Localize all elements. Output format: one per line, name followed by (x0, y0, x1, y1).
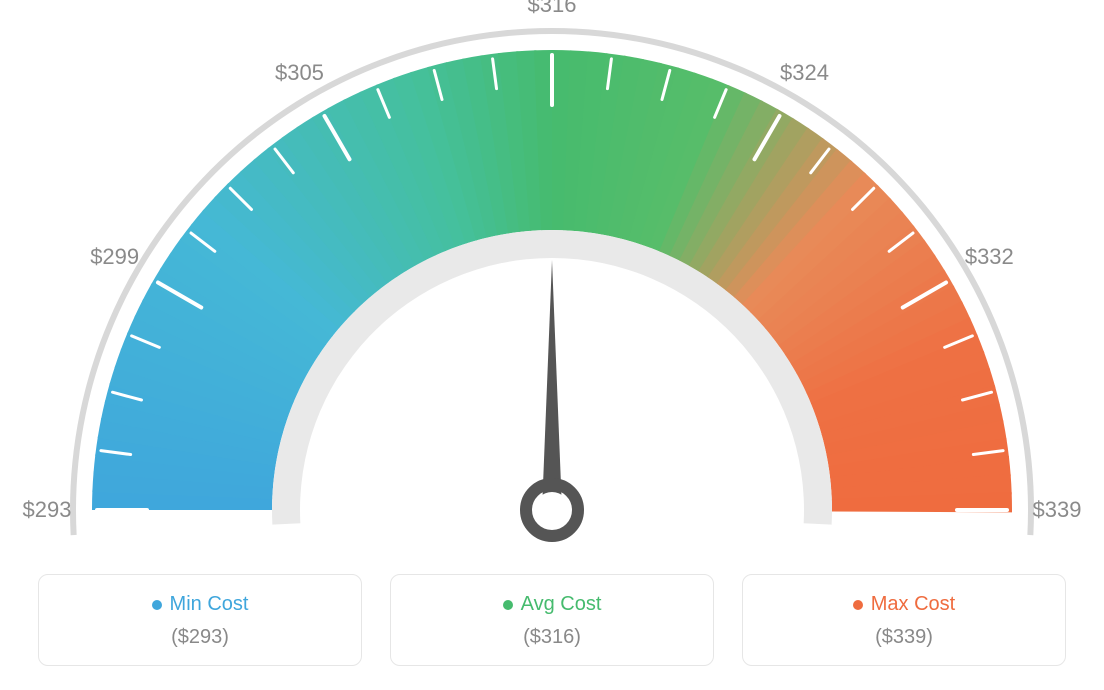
legend-label-min: Min Cost (152, 593, 249, 616)
legend-value-min: ($293) (49, 626, 351, 649)
legend-label-avg: Avg Cost (503, 593, 602, 616)
legend-card-max: Max Cost ($339) (742, 574, 1066, 666)
gauge-scale-label: $293 (23, 497, 72, 523)
legend-row: Min Cost ($293) Avg Cost ($316) Max Cost… (38, 574, 1066, 666)
legend-card-avg: Avg Cost ($316) (390, 574, 714, 666)
legend-dot-avg (503, 600, 513, 610)
gauge-scale-label: $305 (275, 60, 324, 86)
legend-dot-min (152, 600, 162, 610)
legend-value-max: ($339) (753, 626, 1055, 649)
legend-text-avg: Avg Cost (521, 593, 602, 616)
gauge-scale-label: $316 (528, 0, 577, 18)
gauge-svg (0, 0, 1104, 560)
cost-gauge: $293 $299 $305 $316 $324 $332 $339 (0, 0, 1104, 560)
legend-text-max: Max Cost (871, 593, 955, 616)
legend-value-avg: ($316) (401, 626, 703, 649)
legend-label-max: Max Cost (853, 593, 955, 616)
gauge-scale-label: $332 (965, 244, 1014, 270)
legend-text-min: Min Cost (170, 593, 249, 616)
legend-dot-max (853, 600, 863, 610)
legend-card-min: Min Cost ($293) (38, 574, 362, 666)
gauge-scale-label: $324 (780, 60, 829, 86)
gauge-scale-label: $339 (1033, 497, 1082, 523)
gauge-scale-label: $299 (90, 244, 139, 270)
